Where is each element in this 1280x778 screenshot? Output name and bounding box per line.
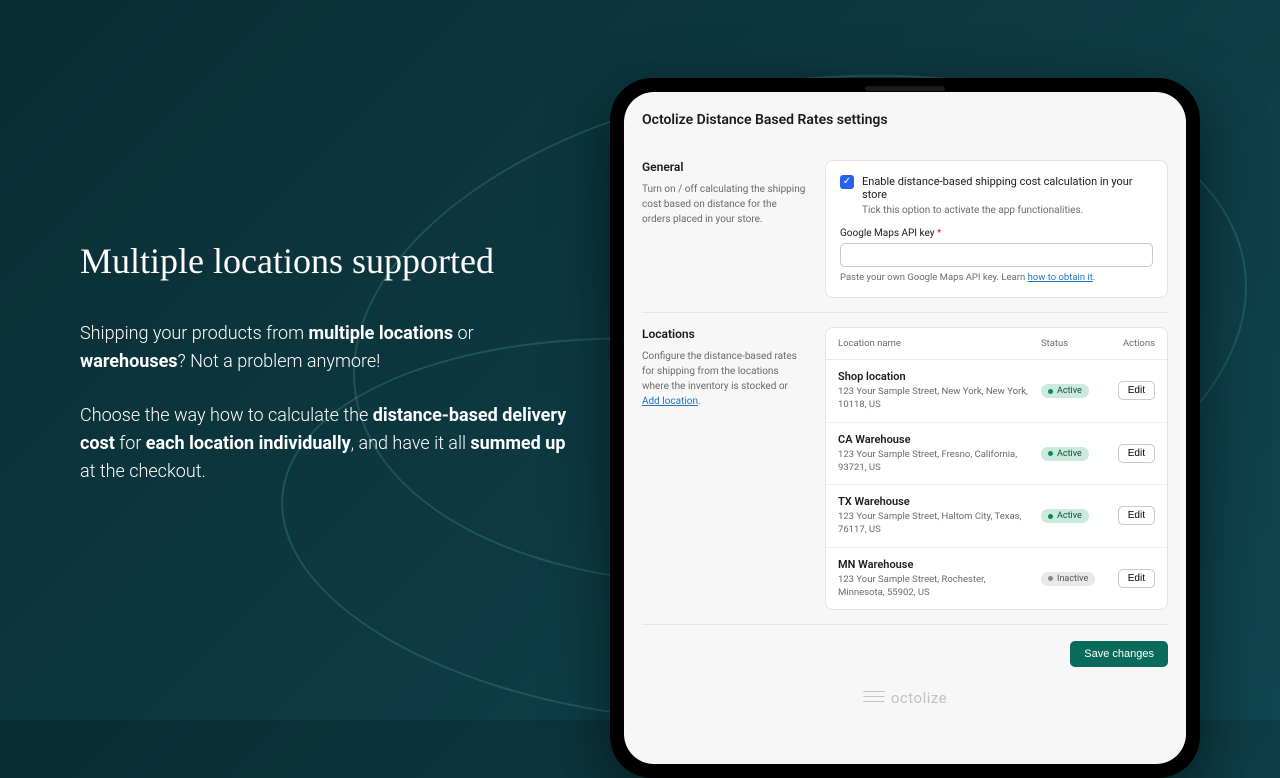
api-key-label: Google Maps API key * — [840, 228, 1153, 239]
table-row: TX Warehouse 123 Your Sample Street, Halt… — [826, 485, 1167, 548]
location-address: 123 Your Sample Street, Haltom City, Tex… — [838, 510, 1033, 537]
enable-checkbox[interactable]: ✓ — [840, 175, 854, 189]
section-locations: Locations Configure the distance-based r… — [642, 313, 1168, 625]
brand-waves-icon — [863, 691, 885, 706]
table-header: Location name Status Actions — [826, 328, 1167, 360]
page-title: Octolize Distance Based Rates settings — [642, 112, 1168, 128]
status-badge: Active — [1041, 447, 1089, 461]
general-card: ✓ Enable distance-based shipping cost ca… — [825, 160, 1168, 298]
app-screen: Octolize Distance Based Rates settings G… — [624, 92, 1186, 764]
section-general: General Turn on / off calculating the sh… — [642, 146, 1168, 313]
table-row: CA Warehouse 123 Your Sample Street, Fres… — [826, 423, 1167, 486]
promo-headline: Multiple locations supported — [80, 240, 580, 282]
status-badge: Active — [1041, 509, 1089, 523]
general-heading: General — [642, 160, 807, 174]
edit-button[interactable]: Edit — [1118, 569, 1155, 588]
col-location-name: Location name — [838, 338, 1033, 349]
locations-table: Location name Status Actions Shop locati… — [825, 327, 1168, 610]
general-desc: Turn on / off calculating the shipping c… — [642, 182, 807, 227]
enable-checkbox-help: Tick this option to activate the app fun… — [862, 205, 1153, 216]
brand-footer: octolize — [642, 689, 1168, 707]
location-name: CA Warehouse — [838, 433, 1033, 446]
locations-desc: Configure the distance-based rates for s… — [642, 349, 807, 409]
tablet-frame: Octolize Distance Based Rates settings G… — [610, 78, 1200, 778]
save-changes-button[interactable]: Save changes — [1070, 641, 1168, 667]
edit-button[interactable]: Edit — [1118, 506, 1155, 525]
location-address: 123 Your Sample Street, Rochester, Minne… — [838, 573, 1033, 600]
location-address: 123 Your Sample Street, New York, New Yo… — [838, 385, 1033, 412]
table-row: Shop location 123 Your Sample Street, New… — [826, 360, 1167, 423]
location-name: MN Warehouse — [838, 558, 1033, 571]
api-key-help: Paste your own Google Maps API key. Lear… — [840, 272, 1153, 283]
enable-checkbox-label: Enable distance-based shipping cost calc… — [862, 175, 1153, 201]
add-location-link[interactable]: Add location — [642, 396, 698, 407]
promo-paragraph-2: Choose the way how to calculate the dist… — [80, 402, 580, 486]
table-row: MN Warehouse 123 Your Sample Street, Roch… — [826, 548, 1167, 610]
col-status: Status — [1041, 338, 1099, 349]
edit-button[interactable]: Edit — [1118, 444, 1155, 463]
status-badge: Active — [1041, 384, 1089, 398]
promo-paragraph-1: Shipping your products from multiple loc… — [80, 320, 580, 376]
location-name: Shop location — [838, 370, 1033, 383]
status-badge: Inactive — [1041, 572, 1095, 586]
location-address: 123 Your Sample Street, Fresno, Californ… — [838, 448, 1033, 475]
edit-button[interactable]: Edit — [1118, 381, 1155, 400]
api-key-input[interactable] — [840, 243, 1153, 267]
api-key-help-link[interactable]: how to obtain it — [1028, 272, 1093, 283]
promo-copy: Multiple locations supported Shipping yo… — [80, 240, 580, 511]
col-actions: Actions — [1107, 338, 1155, 349]
location-name: TX Warehouse — [838, 495, 1033, 508]
locations-heading: Locations — [642, 327, 807, 341]
